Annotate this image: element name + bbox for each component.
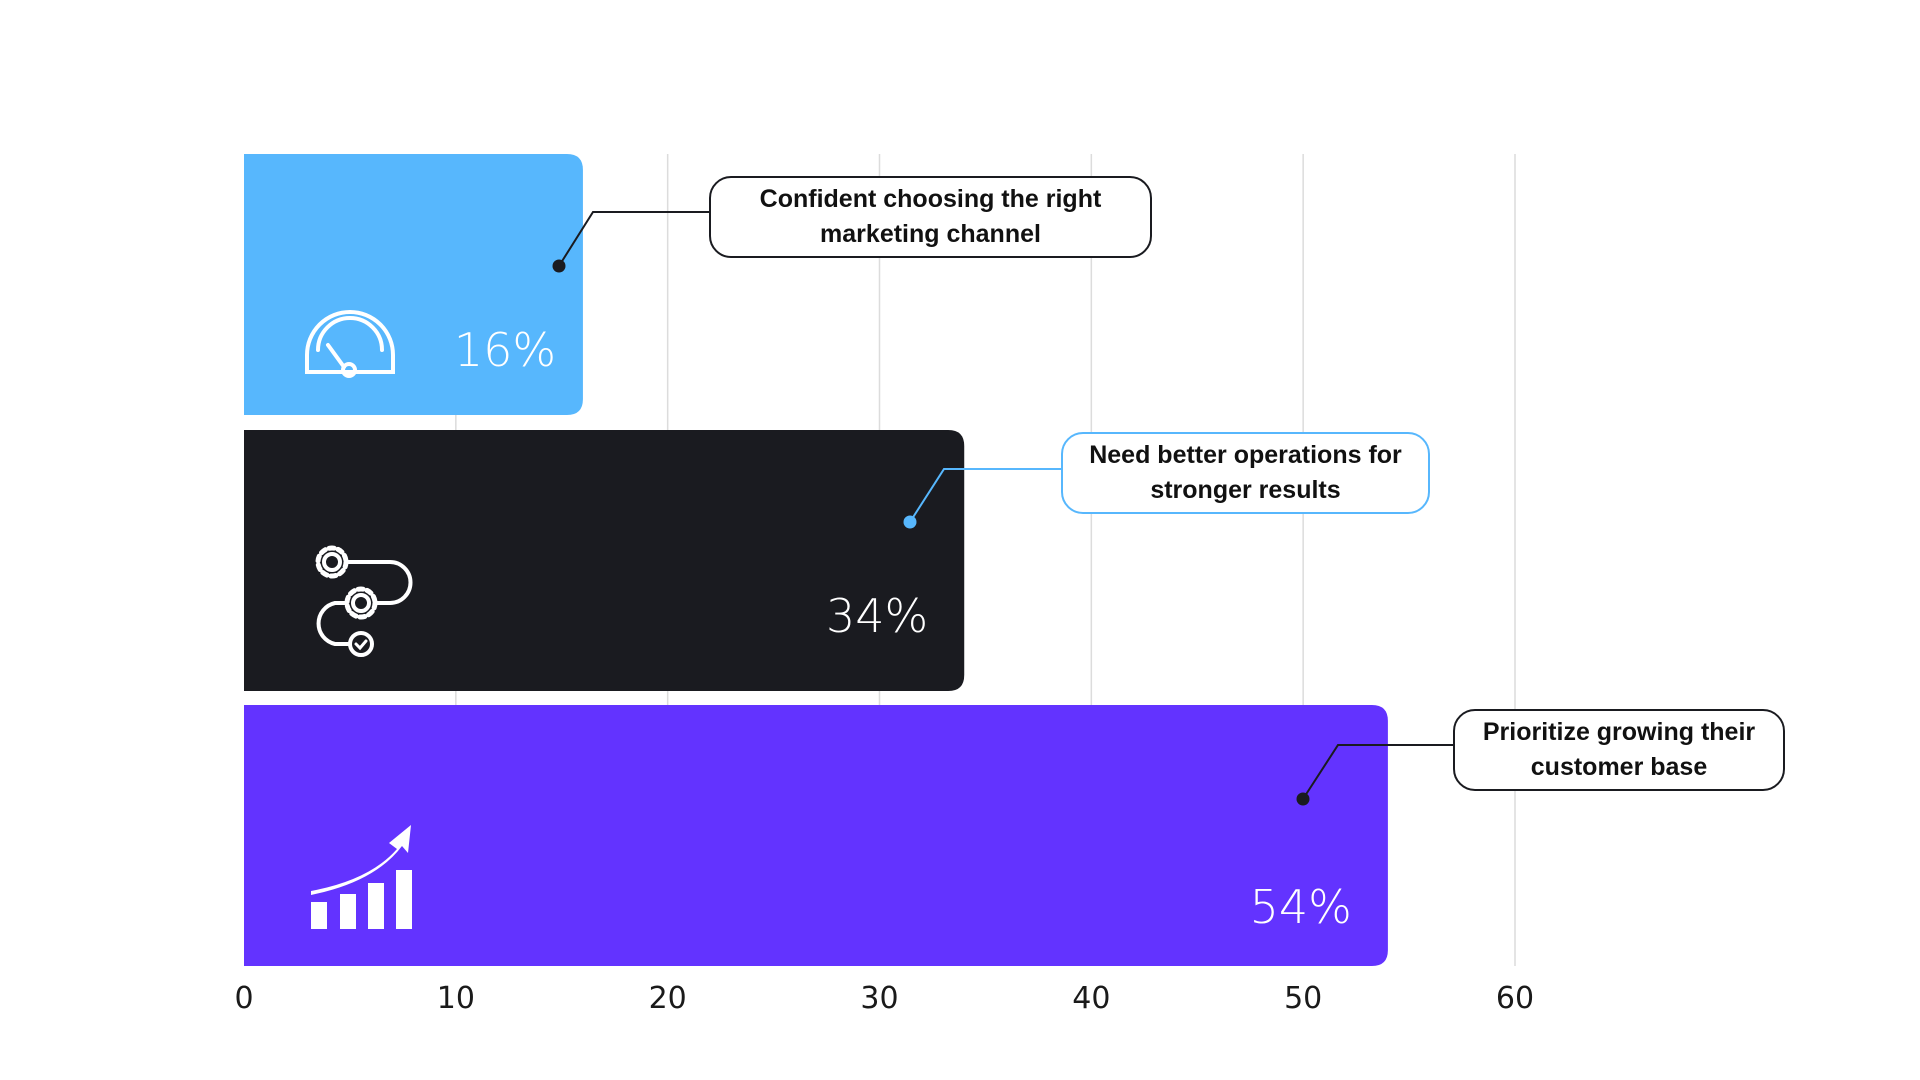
growth-bar [368, 883, 384, 929]
bar-group: 16% [244, 154, 709, 415]
callout-1: Confident choosing the right marketing c… [709, 176, 1152, 258]
growth-bar [340, 894, 356, 929]
gear [351, 593, 371, 613]
gauge-needle [326, 343, 346, 369]
check-circle [348, 631, 374, 657]
x-tick-label: 10 [437, 981, 475, 1016]
value-label: 34% [826, 589, 928, 643]
leader-dot [1296, 792, 1310, 806]
bar [244, 705, 1388, 966]
gauge-outline [305, 310, 395, 374]
leader-line [1302, 744, 1453, 800]
path-line [345, 560, 413, 605]
value-label: 16% [454, 323, 556, 377]
bar [244, 430, 965, 691]
gears-process-icon [315, 545, 413, 657]
leader-line [558, 211, 709, 267]
gauge-hub [341, 362, 357, 378]
leader-dot [903, 515, 917, 529]
speedometer-icon [305, 310, 395, 378]
x-tick-label: 40 [1072, 981, 1110, 1016]
gauge-arc [316, 316, 384, 352]
gear [322, 552, 342, 572]
bar [244, 154, 583, 415]
growth-chart-icon [311, 825, 412, 929]
growth-bar [396, 870, 412, 929]
x-tick-label: 20 [649, 981, 687, 1016]
x-tick-label: 30 [860, 981, 898, 1016]
bar-group: 54% [244, 705, 1453, 966]
callout-3: Prioritize growing their customer base [1453, 709, 1785, 791]
bar-group: 34% [244, 430, 1061, 691]
growth-bar [311, 902, 327, 929]
x-tick-label: 50 [1284, 981, 1322, 1016]
check-mark [354, 639, 368, 651]
callout-2: Need better operations for stronger resu… [1061, 432, 1430, 514]
x-tick-label: 60 [1496, 981, 1534, 1016]
path-line [316, 601, 351, 646]
leader-line [909, 468, 1061, 523]
x-tick-label: 0 [234, 981, 253, 1016]
leader-dot [552, 259, 566, 273]
value-label: 54% [1250, 880, 1352, 934]
